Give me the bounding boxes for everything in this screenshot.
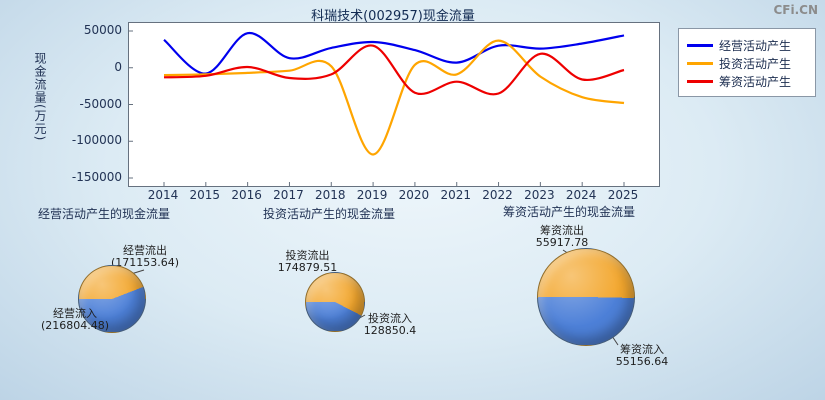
legend-swatch-investing xyxy=(687,61,713,65)
inflow-value: 55156.64 xyxy=(615,355,669,368)
pie-section-investing: 投资活动产生的现金流量 投资流出 174879.51 投资流入 128850.4 xyxy=(255,200,485,395)
legend: 经营活动产生 投资活动产生 筹资活动产生 xyxy=(678,28,816,97)
pie-section-operating: 经营活动产生的现金流量 经营流出 (171153.64) 经营流入 (21680… xyxy=(30,200,255,395)
y-tick-label: -150000 xyxy=(71,170,122,184)
x-tick-label: 2024 xyxy=(565,188,597,202)
y-tick-label: -50000 xyxy=(79,96,122,111)
x-tick-label: 2025 xyxy=(607,188,639,202)
x-tick-label: 2018 xyxy=(314,188,346,202)
pie-chart-financing xyxy=(537,248,635,346)
x-tick-label: 2021 xyxy=(440,188,471,202)
inflow-value: 128850.4 xyxy=(363,324,417,337)
x-tick-label: 2022 xyxy=(482,188,513,202)
inflow-label: 投资流入 xyxy=(368,312,412,325)
x-tick-label: 2019 xyxy=(356,188,388,202)
pie-title-investing: 投资活动产生的现金流量 xyxy=(263,207,396,221)
legend-item-operating: 经营活动产生 xyxy=(687,36,807,54)
outflow-value: 55917.78 xyxy=(535,236,589,249)
x-tick-label: 2017 xyxy=(273,188,304,202)
outflow-label: 筹资流出 xyxy=(540,224,584,237)
inflow-label: 经营流入 xyxy=(53,307,97,320)
y-tick-label: 0 xyxy=(114,59,122,74)
line-chart-plot-area xyxy=(128,22,660,187)
x-axis-tick-labels: 2014 2015 2016 2017 2018 2019 2020 2021 2022 2023… xyxy=(128,188,658,202)
legend-swatch-operating xyxy=(687,43,713,47)
y-axis-tick-labels: 50000 0 -50000 -100000 -150000 xyxy=(56,22,122,185)
outflow-label: 经营流出 xyxy=(123,244,167,257)
pie-label-operating-inflow: 经营流入 (216804.48) xyxy=(30,308,120,332)
pie-chart-investing xyxy=(305,272,365,332)
legend-swatch-financing xyxy=(687,79,713,83)
series-line-2 xyxy=(163,44,625,96)
inflow-value: (216804.48) xyxy=(40,319,110,332)
pie-label-financing-outflow: 筹资流出 55917.78 xyxy=(507,225,617,249)
legend-label-financing: 筹资活动产生 xyxy=(719,74,792,89)
pie-label-operating-outflow: 经营流出 (171153.64) xyxy=(90,245,200,269)
site-watermark: CFi.CN xyxy=(773,3,818,17)
pie-chart-operating xyxy=(78,265,146,333)
pie-title-financing: 筹资活动产生的现金流量 xyxy=(503,205,636,219)
series-line-1 xyxy=(163,39,625,156)
legend-label-operating: 经营活动产生 xyxy=(719,38,792,53)
pie-section-financing: 筹资活动产生的现金流量 筹资流出 55917.78 筹资流入 55156.64 xyxy=(495,198,825,398)
x-tick-label: 2020 xyxy=(398,188,430,202)
chart-title: 科瑞技术(002957)现金流量 xyxy=(311,9,475,24)
series-line-0 xyxy=(163,32,625,75)
legend-item-investing: 投资活动产生 xyxy=(687,54,807,72)
connector-lines xyxy=(316,275,366,321)
outflow-value: 174879.51 xyxy=(277,261,338,274)
y-tick-label: 50000 xyxy=(83,23,122,37)
line-chart-svg xyxy=(129,30,625,186)
x-tick-label: 2016 xyxy=(231,188,262,202)
outflow-value: (171153.64) xyxy=(110,256,180,269)
y-tick-label: -100000 xyxy=(71,133,122,148)
pie-title-operating: 经营活动产生的现金流量 xyxy=(38,207,171,221)
x-tick-label: 2014 xyxy=(147,188,179,202)
x-tick-label: 2023 xyxy=(524,188,555,202)
pie-label-financing-inflow: 筹资流入 55156.64 xyxy=(587,344,697,368)
inflow-label: 筹资流入 xyxy=(620,343,664,356)
legend-item-financing: 筹资活动产生 xyxy=(687,72,807,90)
outflow-label: 投资流出 xyxy=(285,249,330,262)
legend-label-investing: 投资活动产生 xyxy=(719,56,792,71)
pie-label-investing-outflow: 投资流出 174879.51 xyxy=(260,250,355,274)
y-axis-label: 现金流量(万元) xyxy=(33,52,47,142)
pie-label-investing-inflow: 投资流入 128850.4 xyxy=(340,313,440,337)
x-tick-label: 2015 xyxy=(189,188,221,202)
